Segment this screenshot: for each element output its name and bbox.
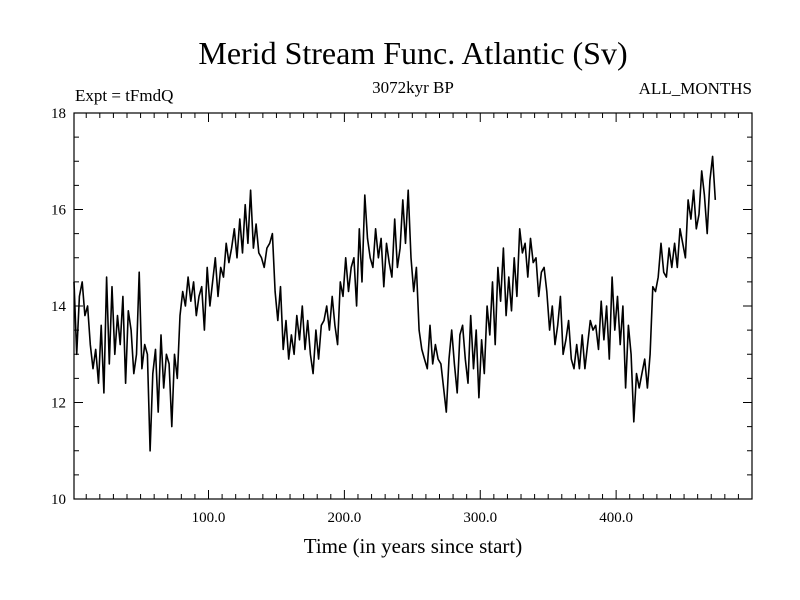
y-tick-label: 14 bbox=[51, 299, 67, 315]
x-tick-label: 200.0 bbox=[328, 510, 362, 526]
chart-subtitle-left: Expt = tFmdQ bbox=[75, 86, 173, 105]
x-axis-label: Time (in years since start) bbox=[304, 534, 523, 558]
y-tick-label: 10 bbox=[51, 492, 66, 508]
x-tick-label: 400.0 bbox=[599, 510, 633, 526]
x-axis: 100.0 200.0 300.0 400.0 bbox=[85, 113, 739, 526]
x-tick-label: 300.0 bbox=[463, 510, 497, 526]
chart-subtitle-right: ALL_MONTHS bbox=[639, 79, 752, 98]
series-line bbox=[73, 155, 717, 452]
y-tick-label: 16 bbox=[51, 203, 67, 219]
x-tick-label: 100.0 bbox=[192, 510, 226, 526]
plot-frame bbox=[73, 112, 753, 500]
chart-subtitle-center: 3072kyr BP bbox=[372, 78, 454, 97]
series-group bbox=[73, 155, 717, 452]
y-tick-label: 18 bbox=[51, 106, 66, 122]
chart-title: Merid Stream Func. Atlantic (Sv) bbox=[198, 35, 627, 71]
y-axis: 10 12 14 16 18 bbox=[51, 106, 752, 508]
y-tick-label: 12 bbox=[51, 396, 66, 412]
